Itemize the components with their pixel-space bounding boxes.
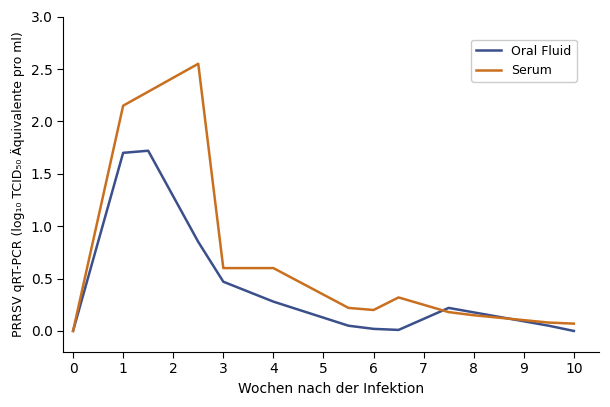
Oral Fluid [570, 328, 578, 333]
Serum [270, 266, 277, 271]
Oral Fluid [395, 328, 402, 333]
Oral Fluid [345, 323, 352, 328]
Serum [445, 310, 452, 315]
Oral Fluid [70, 328, 77, 333]
Oral Fluid [220, 279, 227, 284]
X-axis label: Wochen nach der Infektion: Wochen nach der Infektion [238, 382, 424, 396]
Legend: Oral Fluid, Serum: Oral Fluid, Serum [472, 39, 576, 82]
Serum [120, 103, 127, 108]
Serum [395, 295, 402, 300]
Serum [345, 306, 352, 311]
Oral Fluid [120, 151, 127, 155]
Serum [370, 308, 377, 313]
Oral Fluid [370, 326, 377, 331]
Line: Oral Fluid: Oral Fluid [73, 151, 574, 331]
Serum [195, 61, 202, 66]
Serum [545, 320, 553, 325]
Oral Fluid [445, 306, 452, 311]
Y-axis label: PRRSV qRT-PCR (log₁₀ TCID₅₀ Äquivalente pro ml): PRRSV qRT-PCR (log₁₀ TCID₅₀ Äquivalente … [11, 31, 25, 337]
Serum [570, 321, 578, 326]
Serum [70, 328, 77, 333]
Line: Serum: Serum [73, 64, 574, 331]
Oral Fluid [195, 239, 202, 244]
Oral Fluid [545, 323, 553, 328]
Serum [220, 266, 227, 271]
Serum [470, 313, 478, 318]
Oral Fluid [270, 299, 277, 304]
Oral Fluid [145, 148, 152, 153]
